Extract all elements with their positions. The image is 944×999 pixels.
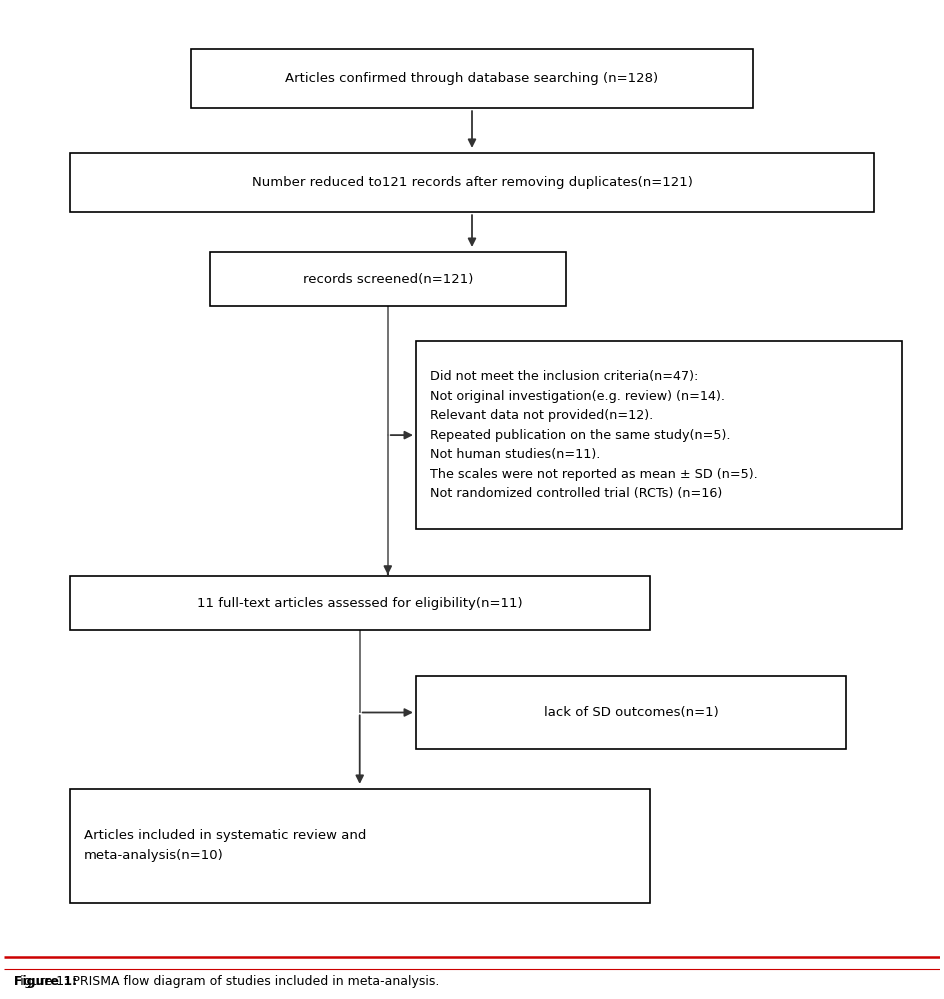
Text: Number reduced to121 records after removing duplicates(n=121): Number reduced to121 records after remov…	[251, 176, 693, 189]
Text: 11 full-text articles assessed for eligibility(n=11): 11 full-text articles assessed for eligi…	[197, 596, 523, 609]
Text: Did not meet the inclusion criteria(n=47):
Not original investigation(e.g. revie: Did not meet the inclusion criteria(n=47…	[430, 370, 758, 500]
Text: lack of SD outcomes(n=1): lack of SD outcomes(n=1)	[544, 706, 718, 719]
FancyBboxPatch shape	[70, 153, 874, 212]
FancyBboxPatch shape	[416, 676, 846, 749]
FancyBboxPatch shape	[192, 49, 752, 108]
Text: Articles included in systematic review and
meta-analysis(n=10): Articles included in systematic review a…	[84, 829, 366, 862]
FancyBboxPatch shape	[70, 789, 649, 903]
FancyBboxPatch shape	[70, 575, 649, 630]
Text: records screened(n=121): records screened(n=121)	[303, 273, 473, 286]
Text: Figure 1:: Figure 1:	[13, 975, 76, 988]
Text: Figure 1: PRISMA flow diagram of studies included in meta-analysis.: Figure 1: PRISMA flow diagram of studies…	[13, 975, 439, 988]
FancyBboxPatch shape	[210, 252, 565, 307]
Text: Articles confirmed through database searching (n=128): Articles confirmed through database sear…	[285, 72, 659, 85]
FancyBboxPatch shape	[416, 341, 902, 529]
